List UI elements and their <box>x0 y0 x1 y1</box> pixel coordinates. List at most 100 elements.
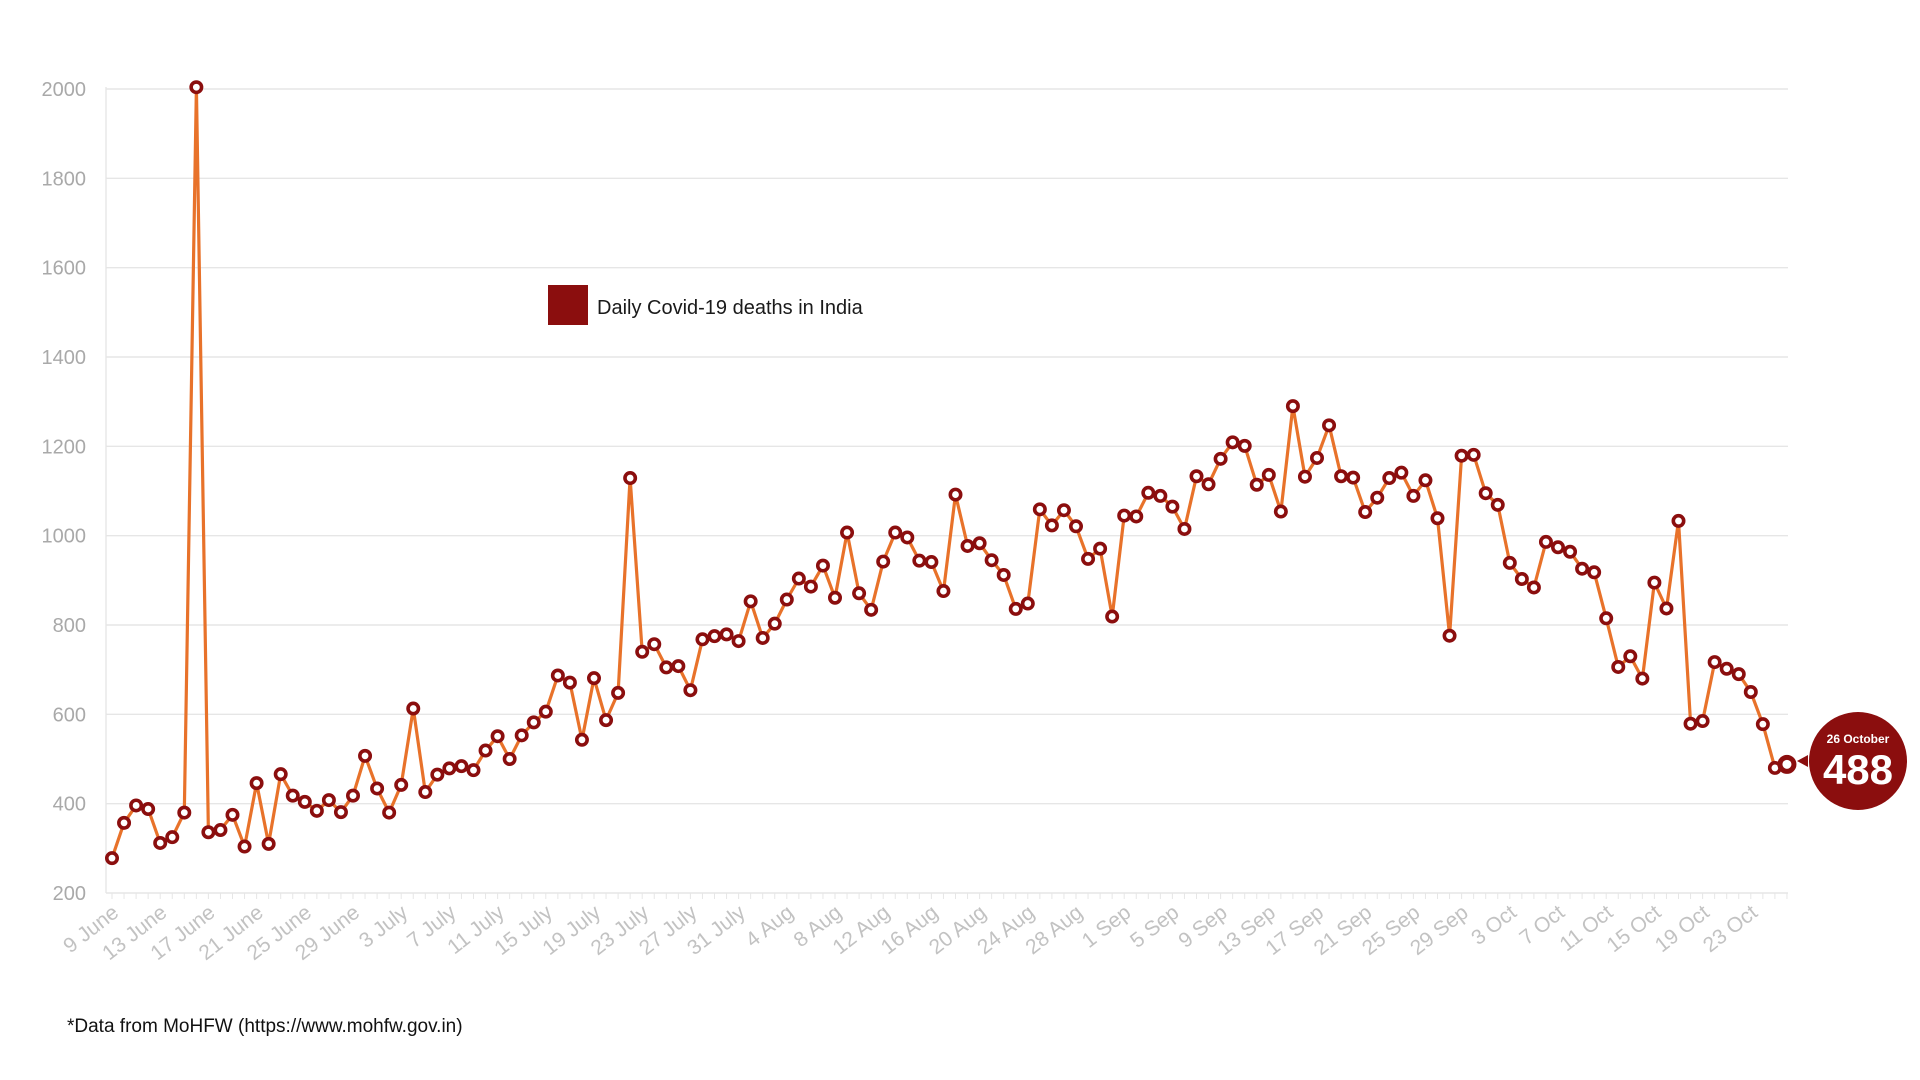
data-point <box>309 803 324 818</box>
callout-pointer <box>1797 755 1808 767</box>
data-point <box>1056 503 1071 518</box>
data-point <box>153 835 168 850</box>
data-point <box>852 586 867 601</box>
data-point <box>864 602 879 617</box>
data-point <box>273 767 288 782</box>
data-point <box>1731 667 1746 682</box>
data-point <box>1297 469 1312 484</box>
data-point <box>502 751 517 766</box>
y-tick-label: 600 <box>53 704 86 726</box>
data-point <box>1418 473 1433 488</box>
data-point <box>1743 684 1758 699</box>
data-point <box>743 594 758 609</box>
y-tick-label: 2000 <box>42 79 87 101</box>
callout-circle <box>1809 712 1907 810</box>
data-point <box>442 761 457 776</box>
data-point <box>1032 502 1047 517</box>
data-point <box>1117 508 1132 523</box>
x-tick-label: 4 Aug <box>741 901 798 952</box>
data-point <box>586 671 601 686</box>
data-point <box>1141 485 1156 500</box>
data-point <box>719 627 734 642</box>
data-point <box>876 554 891 569</box>
x-tick-label: 1 Sep <box>1078 901 1135 953</box>
data-point <box>683 683 698 698</box>
data-point <box>1599 611 1614 626</box>
x-tick-label: 15 Oct <box>1603 901 1666 957</box>
data-point <box>1575 561 1590 576</box>
data-point <box>779 592 794 607</box>
x-tick-label: 11 Oct <box>1556 901 1618 956</box>
data-point <box>1129 509 1144 524</box>
data-point <box>1081 551 1096 566</box>
data-point <box>984 553 999 568</box>
data-point <box>1478 486 1493 501</box>
x-tick-label: 3 July <box>355 901 413 953</box>
data-point <box>418 785 433 800</box>
data-point <box>1719 661 1734 676</box>
data-point <box>1261 467 1276 482</box>
data-point <box>225 807 240 822</box>
series-daily-deaths <box>110 85 1789 860</box>
latest-value-callout: 26 October 488 <box>1797 712 1907 810</box>
data-point <box>189 80 204 95</box>
data-point <box>454 759 469 774</box>
data-point <box>382 805 397 820</box>
data-point <box>466 763 481 778</box>
data-point <box>635 644 650 659</box>
data-point <box>1551 540 1566 555</box>
data-point <box>333 805 348 820</box>
x-tick-label: 3 Oct <box>1467 901 1521 950</box>
data-point <box>285 788 300 803</box>
data-point <box>526 715 541 730</box>
data-point <box>1683 716 1698 731</box>
data-point <box>1285 399 1300 414</box>
source-note: *Data from MoHFW (https://www.mohfw.gov.… <box>67 1016 463 1037</box>
data-point <box>755 630 770 645</box>
x-tick-label: 5 Sep <box>1126 901 1183 953</box>
data-point <box>1370 490 1385 505</box>
data-point <box>1069 519 1084 534</box>
data-point <box>1165 499 1180 514</box>
data-point <box>478 743 493 758</box>
data-point <box>1189 469 1204 484</box>
data-point <box>659 660 674 675</box>
y-axis-ticks: 200 400 600 800 1000 1200 1400 1600 1800 2000 <box>42 79 87 905</box>
data-point <box>1105 609 1120 624</box>
data-point <box>1310 450 1325 465</box>
data-point <box>827 590 842 605</box>
data-point <box>1358 504 1373 519</box>
data-point <box>1044 518 1059 533</box>
data-point <box>647 637 662 652</box>
data-point <box>394 777 409 792</box>
data-point <box>791 571 806 586</box>
data-point <box>490 729 505 744</box>
data-point <box>1647 575 1662 590</box>
data-point <box>900 530 915 545</box>
y-tick-label: 1600 <box>42 258 87 280</box>
data-point <box>960 538 975 553</box>
data-point <box>1213 451 1228 466</box>
data-point <box>1382 471 1397 486</box>
data-point <box>201 825 216 840</box>
data-point <box>1093 541 1108 556</box>
data-point <box>165 830 180 845</box>
data-point <box>261 836 276 851</box>
data-point <box>213 823 228 838</box>
data-point <box>1671 513 1686 528</box>
y-tick-label: 1800 <box>42 168 87 190</box>
data-point <box>1008 601 1023 616</box>
data-point <box>1153 488 1168 503</box>
data-point <box>1695 714 1710 729</box>
data-point <box>996 567 1011 582</box>
data-point <box>1237 438 1252 453</box>
data-point <box>1502 555 1517 570</box>
data-point <box>1707 655 1722 670</box>
data-point <box>297 794 312 809</box>
y-tick-label: 200 <box>53 883 86 905</box>
data-point <box>623 471 638 486</box>
legend: Daily Covid-19 deaths in India <box>548 285 864 325</box>
data-point <box>731 634 746 649</box>
data-points <box>105 80 1797 866</box>
